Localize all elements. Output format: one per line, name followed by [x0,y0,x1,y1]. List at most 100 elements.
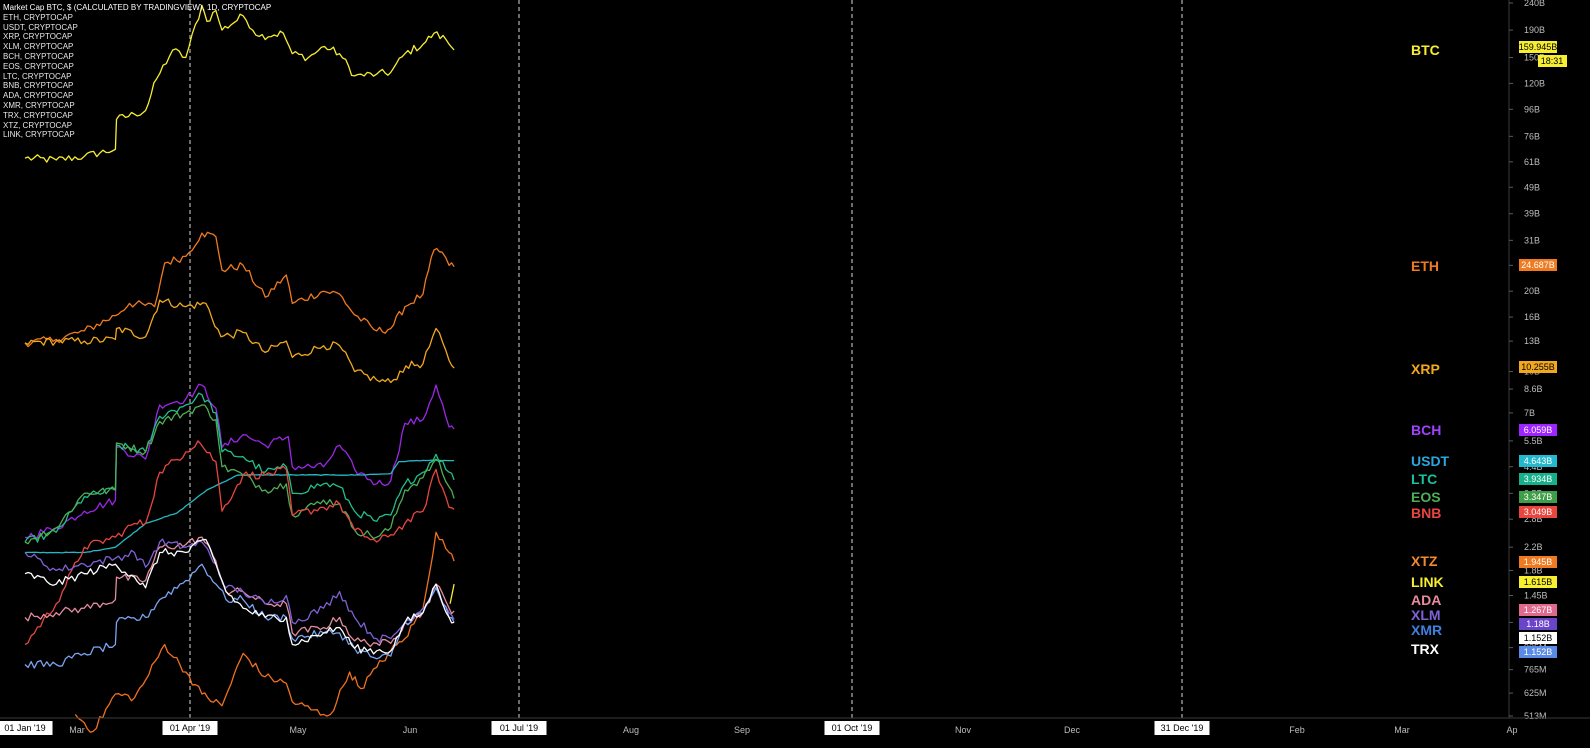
price-tag-value: 10.255B [1521,362,1555,372]
series-line-bnb[interactable] [24,440,455,646]
y-tick-label: 1.45B [1524,591,1548,601]
series-line-xlm[interactable] [24,538,455,644]
x-tick-box [1154,721,1210,735]
x-tick-box [0,721,53,735]
y-tick-label: 76B [1524,131,1540,141]
x-tick-label: 31 Dec '19 [1161,723,1204,733]
y-tick-label: 120B [1524,78,1545,88]
price-tag-value: 24.687B [1521,260,1555,270]
x-tick-label: 01 Jul '19 [500,723,538,733]
y-tick-label: 2.8B [1524,514,1543,524]
series-label-ada: ADA [1411,592,1441,608]
price-tag-value: 1.615B [1524,577,1553,587]
price-tag-value: 4.643B [1524,456,1553,466]
series-line-ltc[interactable] [24,392,455,543]
legend-item[interactable]: XLM, CRYPTOCAP [3,42,74,52]
series-label-trx: TRX [1411,641,1440,657]
y-tick-label: 2.2B [1524,542,1543,552]
price-tag-bnb: 3.049B [1519,506,1557,518]
bar-countdown-bg [1538,55,1567,67]
y-tick-label: 1.8B [1524,565,1543,575]
y-tick-label: 8.6B [1524,384,1543,394]
y-tick-label: 16B [1524,312,1540,322]
y-tick-label: 7B [1524,408,1535,418]
y-tick-label: 96B [1524,104,1540,114]
x-tick-label: 01 Oct '19 [832,723,873,733]
series-line-usdt[interactable] [24,459,455,554]
price-tag-usdt: 4.643B [1519,455,1557,467]
y-tick-label: 240B [1524,0,1545,8]
x-tick-label: 01 Jan '19 [4,723,45,733]
series-line-eth[interactable] [24,231,455,348]
y-tick-label: 61B [1524,157,1540,167]
price-tag-ltc: 3.934B [1519,473,1557,485]
price-tag-xmr: 1.152B [1519,646,1557,658]
y-tick-label: 20B [1524,286,1540,296]
legend-item[interactable]: USDT, CRYPTOCAP [3,22,78,32]
series-line-eos[interactable] [24,404,455,545]
series-label-btc: BTC [1411,42,1440,58]
legend-item[interactable]: ETH, CRYPTOCAP [3,12,73,22]
price-tag-bg [1519,646,1557,658]
price-tag-value: 3.934B [1524,474,1553,484]
x-tick-label: Sep [734,725,750,735]
price-tag-value: 1.152B [1524,647,1553,657]
price-tag-value: 1.18B [1526,619,1550,629]
price-tag-ada: 1.267B [1519,604,1557,616]
plot-area[interactable] [24,4,455,733]
series-label-bch: BCH [1411,422,1441,438]
legend-item[interactable]: EOS, CRYPTOCAP [3,61,74,71]
bar-countdown: 18:31 [1538,55,1567,67]
price-tag-bch: 6.059B [1519,424,1557,436]
price-tag-bg [1519,632,1557,644]
x-tick-label: Ap [1506,725,1517,735]
price-tag-value: 3.049B [1524,507,1553,517]
price-tag-bg [1519,455,1557,467]
legend-header[interactable]: Market Cap BTC, $ (CALCULATED BY TRADING… [3,3,272,12]
price-tag-bg [1519,604,1557,616]
price-tag-trx: 1.152B [1519,632,1557,644]
series-line-xrp[interactable] [24,298,455,384]
price-tag-xrp: 10.255B [1519,361,1557,373]
series-line-ada[interactable] [24,536,455,648]
series-label-usdt: USDT [1411,453,1450,469]
x-tick-label: Feb [1289,725,1305,735]
price-tag-btc: 159.945B [1519,41,1558,53]
legend-item[interactable]: TRX, CRYPTOCAP [3,110,73,120]
series-line-link[interactable] [449,583,455,604]
y-tick-label: 765M [1524,665,1547,675]
y-tick-label: 150B [1524,53,1545,63]
time-axis[interactable]: 01 Jan '19 Mar 01 Apr '19 May Jun 01 Jul '19 A… [0,717,1590,735]
legend-item[interactable]: BCH, CRYPTOCAP [3,51,74,61]
price-tag-bg [1519,424,1557,436]
series-label-ltc: LTC [1411,471,1437,487]
x-tick-label: 01 Apr '19 [170,723,210,733]
x-tick-label: Aug [623,725,639,735]
price-tag-xlm: 1.18B [1519,618,1557,630]
series-line-btc[interactable] [24,4,455,163]
series-label-xmr: XMR [1411,622,1442,638]
price-tag-eth: 24.687B [1519,259,1557,271]
legend-item[interactable]: LTC, CRYPTOCAP [3,71,72,81]
legend-item[interactable]: BNB, CRYPTOCAP [3,81,74,91]
x-tick-label: Nov [955,725,972,735]
series-line-xmr[interactable] [24,563,455,669]
legend-item[interactable]: LINK, CRYPTOCAP [3,130,75,140]
price-tag-value: 1.267B [1524,605,1553,615]
legend-item[interactable]: XMR, CRYPTOCAP [3,100,75,110]
series-label-eos: EOS [1411,489,1441,505]
series-label-xrp: XRP [1411,361,1440,377]
y-tick-label: 31B [1524,235,1540,245]
series-line-bch[interactable] [24,383,455,540]
legend-item[interactable]: ADA, CRYPTOCAP [3,91,74,101]
price-tag-value: 1.945B [1524,557,1553,567]
y-tick-label: 39B [1524,209,1540,219]
series-label-xlm: XLM [1411,607,1441,623]
price-tag-value: 159.945B [1519,42,1558,52]
legend-item[interactable]: XRP, CRYPTOCAP [3,32,73,42]
bar-countdown-text: 18:31 [1541,56,1564,66]
series-line-trx[interactable] [24,538,455,655]
legend-item[interactable]: XTZ, CRYPTOCAP [3,120,73,130]
